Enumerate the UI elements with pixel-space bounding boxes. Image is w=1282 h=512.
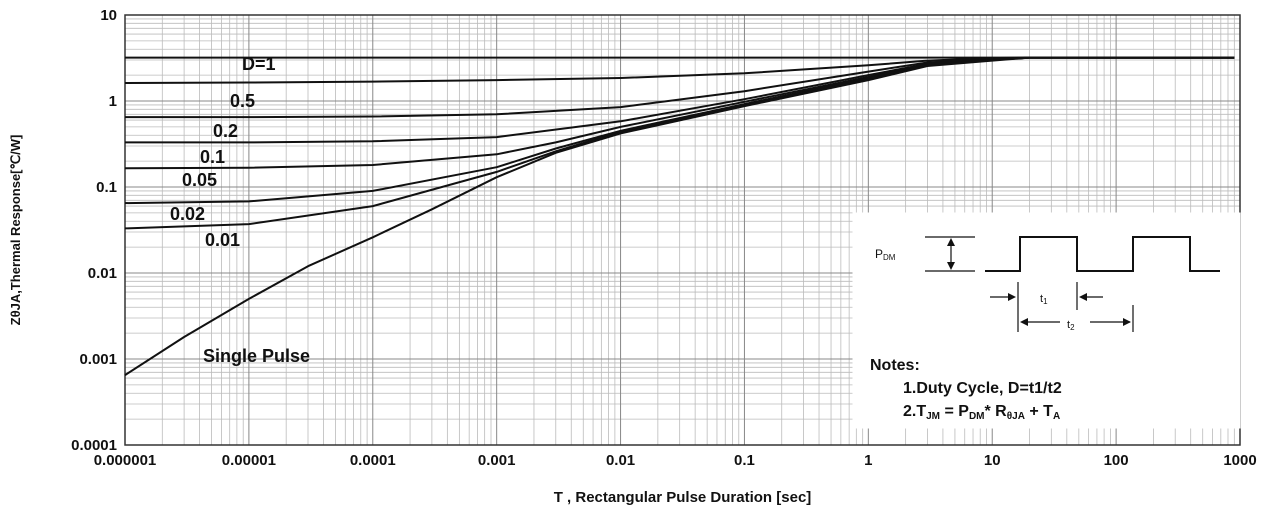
curve-label: 0.5 — [230, 91, 255, 111]
y-tick-labels: 0.0001 0.001 0.01 0.1 1 10 — [71, 7, 117, 454]
pulse-waveform — [985, 236, 1220, 272]
note-duty-cycle: 1.Duty Cycle, D=t1/t2 — [903, 380, 1062, 397]
note2-a-sub: A — [1053, 411, 1060, 422]
note2-theta-sub: θJA — [1007, 411, 1025, 422]
y-tick-label: 0.1 — [96, 179, 117, 196]
y-tick-label: 0.0001 — [71, 437, 117, 454]
x-tick-label: 0.1 — [734, 452, 755, 469]
curve-label: 0.05 — [182, 170, 217, 190]
y-tick-label: 1 — [109, 93, 117, 110]
note2-tail: + T — [1025, 403, 1053, 420]
y-tick-label: 0.001 — [79, 351, 117, 368]
t2-label-sub: 2 — [1070, 323, 1075, 332]
arrowhead — [1008, 293, 1016, 301]
x-axis-title: T , Rectangular Pulse Duration [sec] — [554, 489, 812, 506]
arrowhead — [1123, 318, 1131, 326]
curve-label: 0.02 — [170, 204, 205, 224]
note2-eq: = P — [940, 403, 969, 420]
x-tick-labels: 0.000001 0.00001 0.0001 0.001 0.01 0.1 1 10 100 1… — [94, 452, 1257, 469]
curve-label: 0.01 — [205, 230, 240, 250]
x-tick-label: 0.00001 — [222, 452, 276, 469]
x-tick-label: 0.001 — [478, 452, 516, 469]
arrowhead — [947, 238, 955, 246]
inset-background — [852, 212, 1241, 429]
y-tick-label: 10 — [100, 7, 117, 24]
t2-label: t2 — [1067, 319, 1075, 332]
note2-mid: * R — [985, 403, 1008, 420]
single-pulse-label: Single Pulse — [203, 346, 310, 366]
t2-label-main: t — [1067, 319, 1070, 331]
x-tick-label: 0.000001 — [94, 452, 157, 469]
curve-label: 0.1 — [200, 147, 225, 167]
pdm-label: PDM — [875, 247, 896, 262]
t1-label-sub: 1 — [1043, 297, 1048, 306]
pdm-label-main: P — [875, 247, 883, 261]
t1-label-main: t — [1040, 293, 1043, 305]
notes-title: Notes: — [870, 357, 920, 374]
x-tick-label: 0.01 — [606, 452, 635, 469]
x-tick-label: 1000 — [1223, 452, 1256, 469]
note2-prefix: 2.T — [903, 403, 926, 420]
y-tick-label: 0.01 — [88, 265, 117, 282]
x-tick-label: 0.0001 — [350, 452, 396, 469]
time-arrows — [990, 282, 1134, 332]
curves — [124, 56, 1235, 376]
x-tick-label: 100 — [1104, 452, 1129, 469]
note2-dm-sub: DM — [969, 411, 985, 422]
y-axis-title: ZθJA,Thermal Response[℃/W] — [8, 135, 23, 326]
x-tick-label: 1 — [864, 452, 872, 469]
arrowhead — [1020, 318, 1028, 326]
arrowhead — [1079, 293, 1087, 301]
curve-label: 0.2 — [213, 121, 238, 141]
pdm-label-sub: DM — [883, 253, 896, 262]
arrowheads — [947, 238, 1131, 326]
curve-label: D=1 — [242, 54, 276, 74]
note2-jm-sub: JM — [926, 411, 940, 422]
note-junction-temp: 2.TJM = PDM* RθJA + TA — [903, 403, 1060, 422]
arrowhead — [947, 262, 955, 270]
curve-labels: D=1 0.5 0.2 0.1 0.05 0.020.01 — [170, 54, 276, 250]
series-line — [124, 56, 1235, 376]
x-tick-label: 10 — [984, 452, 1001, 469]
pulse-diagram-inset: PDM t1 t2 Notes: 1.Duty Cycle, D=t1/t2 2… — [852, 212, 1241, 429]
minor-gridlines — [125, 15, 1240, 445]
t1-label: t1 — [1040, 293, 1048, 306]
